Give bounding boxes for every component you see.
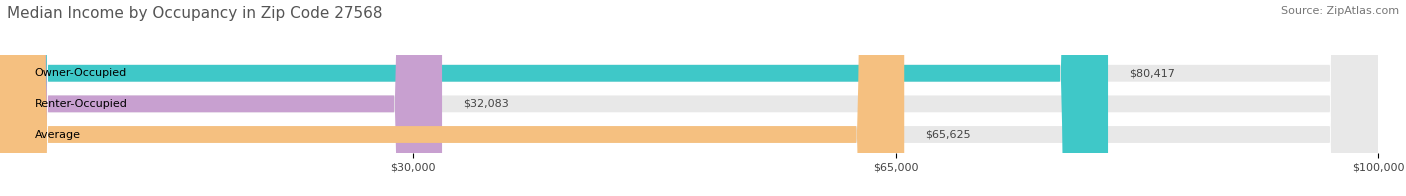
Text: $65,625: $65,625 <box>925 130 970 140</box>
Text: Renter-Occupied: Renter-Occupied <box>35 99 128 109</box>
FancyBboxPatch shape <box>0 0 441 196</box>
Text: $80,417: $80,417 <box>1129 68 1174 78</box>
Text: Owner-Occupied: Owner-Occupied <box>35 68 127 78</box>
FancyBboxPatch shape <box>0 0 1108 196</box>
Text: Source: ZipAtlas.com: Source: ZipAtlas.com <box>1281 6 1399 16</box>
FancyBboxPatch shape <box>0 0 904 196</box>
Text: Median Income by Occupancy in Zip Code 27568: Median Income by Occupancy in Zip Code 2… <box>7 6 382 21</box>
Text: Average: Average <box>35 130 80 140</box>
Text: $32,083: $32,083 <box>463 99 509 109</box>
